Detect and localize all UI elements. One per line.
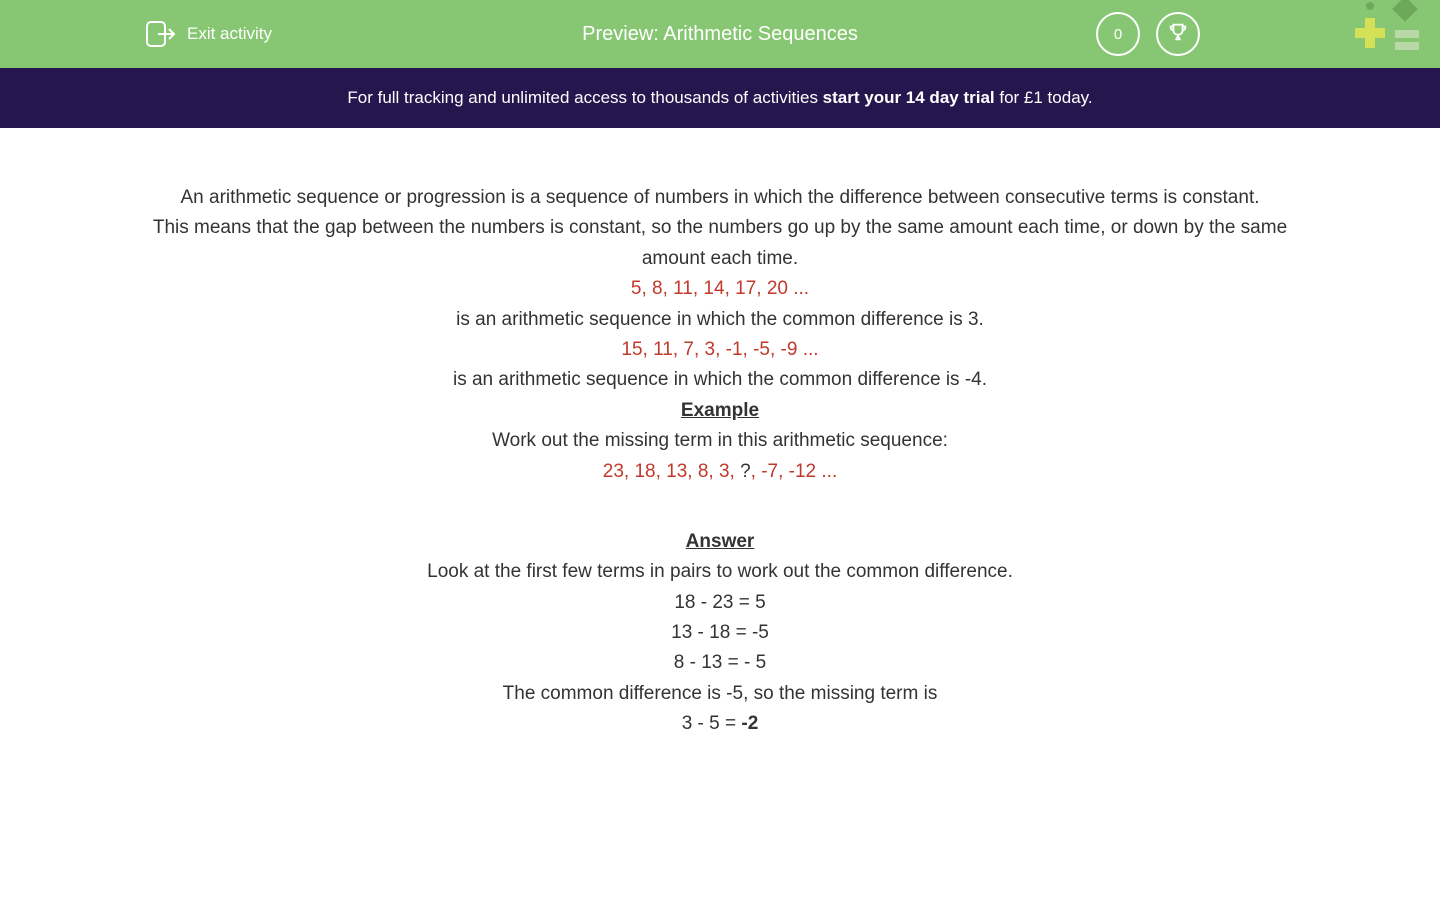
- intro-text-2: This means that the gap between the numb…: [150, 213, 1290, 274]
- banner-suffix: for £1 today.: [995, 88, 1093, 107]
- example-seq-unknown: ?: [740, 461, 751, 482]
- conclusion-text: The common difference is -5, so the miss…: [150, 679, 1290, 709]
- final-answer: -2: [741, 713, 758, 734]
- sequence-1-description: is an arithmetic sequence in which the c…: [150, 305, 1290, 335]
- answer-heading: Answer: [150, 527, 1290, 557]
- calculation-2: 13 - 18 = -5: [150, 618, 1290, 648]
- corner-decoration: [1340, 0, 1440, 68]
- sequence-2-description: is an arithmetic sequence in which the c…: [150, 365, 1290, 395]
- example-sequence: 23, 18, 13, 8, 3, ?, -7, -12 ...: [150, 457, 1290, 487]
- page-title: Preview: Arithmetic Sequences: [582, 23, 858, 46]
- final-prefix: 3 - 5 =: [682, 713, 742, 734]
- score-value: 0: [1114, 26, 1122, 43]
- sequence-2: 15, 11, 7, 3, -1, -5, -9 ...: [150, 335, 1290, 365]
- trophy-button[interactable]: [1156, 12, 1200, 56]
- sequence-1: 5, 8, 11, 14, 17, 20 ...: [150, 274, 1290, 304]
- header: Exit activity Preview: Arithmetic Sequen…: [0, 0, 1440, 68]
- trial-banner[interactable]: For full tracking and unlimited access t…: [0, 68, 1440, 128]
- banner-prefix: For full tracking and unlimited access t…: [347, 88, 822, 107]
- final-answer-line: 3 - 5 = -2: [150, 709, 1290, 739]
- example-seq-before: 23, 18, 13, 8, 3,: [603, 461, 740, 482]
- example-seq-after: , -7, -12 ...: [751, 461, 838, 482]
- intro-text-1: An arithmetic sequence or progression is…: [150, 183, 1290, 213]
- banner-bold: start your 14 day trial: [823, 88, 995, 107]
- example-heading: Example: [150, 396, 1290, 426]
- exit-icon: [145, 20, 177, 48]
- calculation-3: 8 - 13 = - 5: [150, 648, 1290, 678]
- content-area: An arithmetic sequence or progression is…: [0, 128, 1440, 740]
- exit-activity-button[interactable]: Exit activity: [145, 20, 272, 48]
- score-badge[interactable]: 0: [1096, 12, 1140, 56]
- trophy-icon: [1167, 21, 1189, 48]
- calculation-1: 18 - 23 = 5: [150, 588, 1290, 618]
- answer-intro: Look at the first few terms in pairs to …: [150, 557, 1290, 587]
- exit-activity-label: Exit activity: [187, 24, 272, 44]
- example-prompt: Work out the missing term in this arithm…: [150, 426, 1290, 456]
